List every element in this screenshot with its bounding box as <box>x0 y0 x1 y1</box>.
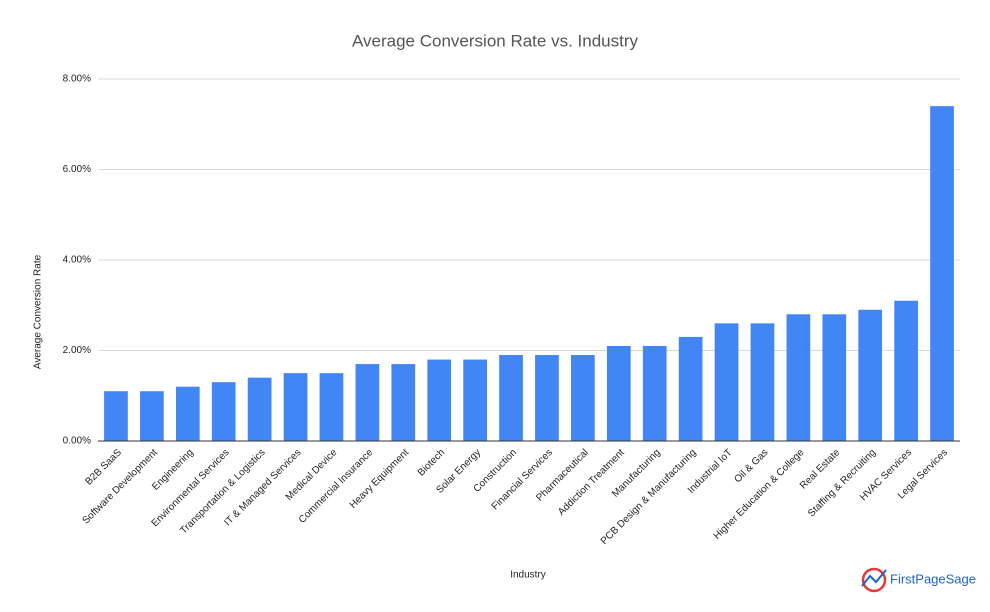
x-axis-title: Industry <box>510 570 546 581</box>
bar <box>104 391 128 441</box>
bar <box>571 355 595 441</box>
logo-icon-line <box>861 569 887 587</box>
y-tick-label: 2.00% <box>63 345 91 356</box>
bar <box>247 377 272 441</box>
bar <box>714 323 739 441</box>
bar <box>678 336 703 441</box>
logo-icon <box>861 567 887 593</box>
x-tick-label: Staffing & Recruiting <box>806 447 878 519</box>
x-tick-label: Oil & Gas <box>732 447 770 485</box>
y-tick-label: 4.00% <box>63 255 91 266</box>
bar <box>355 364 380 441</box>
y-tick-label: 8.00% <box>63 74 91 85</box>
bar <box>463 359 487 441</box>
bar <box>894 300 918 441</box>
bar <box>642 345 667 441</box>
chart-title: Average Conversion Rate vs. Industry <box>352 31 638 50</box>
bar <box>930 106 954 442</box>
x-tick-label: Biotech <box>416 447 447 478</box>
bar <box>535 355 559 441</box>
bar <box>786 314 811 441</box>
bar <box>140 391 164 441</box>
bar <box>822 314 847 441</box>
x-tick-label: Financial Services <box>490 447 555 512</box>
logo-text: FirstPageSage <box>890 571 976 586</box>
y-axis-title: Average Conversion Rate <box>33 254 44 369</box>
bar <box>283 373 308 441</box>
x-tick-label: Software Development <box>81 447 160 526</box>
bar <box>175 386 200 441</box>
bar <box>750 323 775 441</box>
bar <box>499 355 523 441</box>
bar <box>427 359 452 441</box>
bar <box>391 364 416 441</box>
logo: FirstPageSage <box>861 567 976 593</box>
bar <box>319 373 344 441</box>
bar <box>858 309 883 441</box>
y-tick-label: 6.00% <box>63 164 91 175</box>
x-tick-label: Addiction Treatment <box>556 447 627 518</box>
bar <box>211 382 236 441</box>
y-tick-label: 0.00% <box>63 436 91 447</box>
bar <box>606 345 631 441</box>
